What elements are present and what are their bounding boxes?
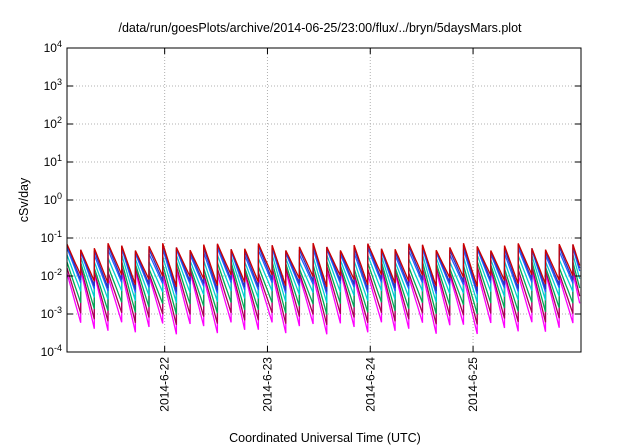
chart-title: /data/run/goesPlots/archive/2014-06-25/2…	[118, 21, 522, 35]
x-axis-label: Coordinated Universal Time (UTC)	[229, 431, 421, 445]
y-tick-label: 104	[44, 39, 62, 55]
series-line	[66, 261, 581, 315]
y-tick-label: 10-2	[41, 267, 62, 283]
y-tick-label: 10-1	[41, 229, 62, 245]
series-group	[66, 242, 581, 335]
axes: 10-4 10-3 10-2 10-1 100 101 102 103 104 2014-6-22…	[41, 39, 581, 412]
series-line	[66, 244, 581, 292]
series-line	[66, 269, 581, 335]
y-tick-label: 100	[44, 191, 62, 207]
series-line	[66, 265, 581, 325]
series-line	[66, 247, 581, 295]
series-line	[66, 254, 581, 304]
x-tick-label: 2014-6-24	[363, 357, 377, 412]
series-line	[66, 242, 581, 287]
y-tick-label: 10-4	[41, 343, 62, 359]
x-tick-label: 2014-6-22	[158, 357, 172, 412]
y-tick-label: 10-3	[41, 305, 62, 321]
y-tick-label: 101	[44, 153, 62, 169]
x-tick-label: 2014-6-25	[466, 357, 480, 412]
y-tick-label: 103	[44, 77, 62, 93]
y-tick-label: 102	[44, 115, 62, 131]
x-tick-label: 2014-6-23	[260, 357, 274, 412]
